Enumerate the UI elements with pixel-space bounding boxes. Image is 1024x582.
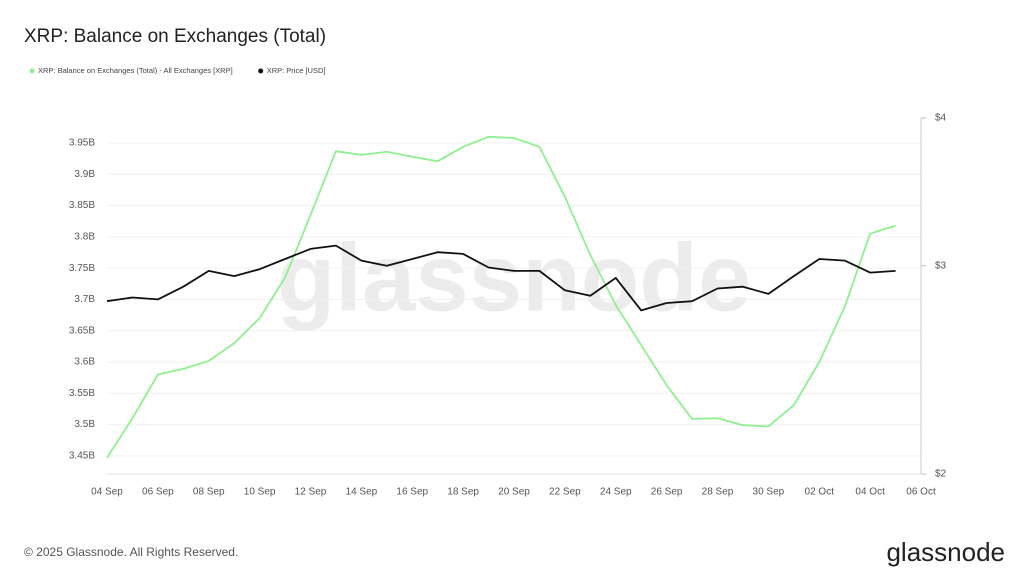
logo: glassnode [886, 537, 1005, 567]
y-tick-label: 3.8B [74, 232, 95, 243]
x-tick-label: 12 Sep [295, 487, 327, 498]
y-tick-label: 3.65B [69, 325, 95, 336]
y-tick-label: 3.45B [69, 450, 95, 461]
x-tick-label: 18 Sep [447, 487, 479, 498]
y-tick-label: 3.85B [69, 200, 95, 211]
x-tick-label: 04 Oct [855, 487, 885, 498]
y-tick-label: 3.75B [69, 263, 95, 274]
x-tick-label: 20 Sep [498, 487, 530, 498]
y-tick-label: 3.95B [69, 138, 95, 149]
watermark: glassnode [277, 224, 752, 331]
y-tick-label: 3.5B [74, 419, 95, 430]
y2-tick-label: $4 [935, 113, 947, 124]
chart-title: XRP: Balance on Exchanges (Total) [24, 26, 326, 47]
x-tick-label: 14 Sep [346, 487, 378, 498]
legend-label: XRP: Balance on Exchanges (Total) - All … [38, 66, 233, 75]
y-tick-label: 3.9B [74, 169, 95, 180]
x-tick-label: 02 Oct [805, 487, 835, 498]
legend-label: XRP: Price [USD] [267, 66, 326, 75]
x-tick-label: 26 Sep [651, 487, 683, 498]
y-tick-label: 3.55B [69, 388, 95, 399]
x-tick-label: 04 Sep [91, 487, 123, 498]
x-tick-label: 24 Sep [600, 487, 632, 498]
line-series [106, 135, 896, 459]
legend-swatch [29, 68, 35, 74]
x-tick-label: 06 Sep [142, 487, 174, 498]
y-tick-label: 3.6B [74, 357, 95, 368]
y2-tick-label: $2 [935, 469, 947, 480]
legend-swatch [258, 68, 264, 74]
y-tick-label: 3.7B [74, 294, 95, 305]
line-series [106, 244, 896, 312]
x-tick-label: 28 Sep [702, 487, 734, 498]
x-tick-label: 16 Sep [396, 487, 428, 498]
x-tick-label: 30 Sep [753, 487, 785, 498]
footer: © 2025 Glassnode. All Rights Reserved. [24, 545, 238, 559]
x-tick-label: 08 Sep [193, 487, 225, 498]
x-tick-label: 06 Oct [906, 487, 936, 498]
y2-tick-label: $3 [935, 260, 947, 271]
x-tick-label: 22 Sep [549, 487, 581, 498]
x-tick-label: 10 Sep [244, 487, 276, 498]
